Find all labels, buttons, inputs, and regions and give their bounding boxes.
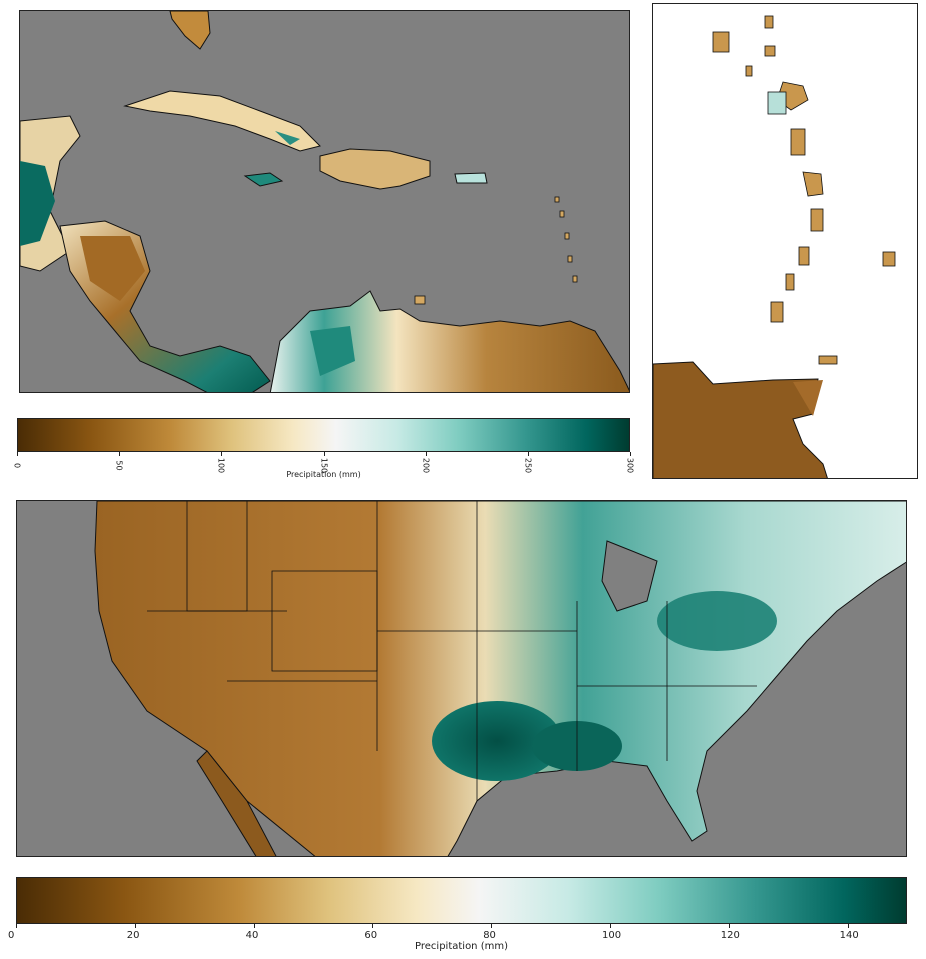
colorbar-caribbean-tick-label: 0 [12, 462, 22, 469]
colorbar-conus-tick-mark [134, 924, 136, 928]
colorbar-conus-tick-label: 0 [8, 930, 15, 941]
colorbar-caribbean-tick-mark [425, 452, 427, 456]
colorbar-conus-tick-mark [610, 924, 611, 928]
colorbar-caribbean-tick-mark [17, 452, 18, 456]
colorbar-caribbean [17, 418, 630, 452]
colorbar-caribbean-tick-mark [119, 452, 121, 456]
conus-landmass [94, 501, 906, 856]
colorbar-conus-tick-label: 100 [602, 930, 622, 941]
colorbar-conus-tick-mark [847, 924, 849, 928]
map-lesser-antilles [652, 3, 918, 479]
colorbar-conus-tick-mark [491, 924, 493, 928]
south-america-landmass [269, 290, 629, 392]
colorbar-caribbean-label: Precipitation (mm) [286, 470, 361, 479]
colorbar-caribbean-tick-mark [527, 452, 529, 456]
great-lakes [601, 540, 658, 612]
colorbar-caribbean-tick-mark [221, 452, 223, 456]
colorbar-caribbean-tick-mark [630, 452, 631, 456]
colorbar-caribbean-tick-mark [323, 452, 325, 456]
jamaica-landmass [243, 172, 284, 187]
colorbar-conus-tick-label: 140 [839, 930, 859, 941]
puerto-rico-landmass [454, 172, 488, 184]
colorbar-conus-tick-mark [253, 924, 255, 928]
colorbar-conus-tick-mark [16, 924, 17, 928]
colorbar-conus [16, 877, 907, 924]
colorbar-conus-tick-label: 40 [245, 930, 259, 941]
baja-landmass [196, 750, 277, 856]
colorbar-conus-tick-label: 120 [720, 930, 740, 941]
venezuela-landmass [653, 361, 828, 478]
colorbar-conus-tick-label: 80 [483, 930, 496, 941]
hispaniola-landmass [319, 148, 431, 190]
map-caribbean [19, 10, 630, 393]
colorbar-conus-tick-label: 20 [126, 930, 140, 941]
colorbar-conus-tick-mark [372, 924, 374, 928]
cuba-landmass [123, 90, 321, 152]
florida-landmass [169, 11, 211, 50]
map-conus [16, 500, 907, 857]
colorbar-conus-tick-mark [728, 924, 730, 928]
colorbar-conus-tick-label: 60 [364, 930, 378, 941]
colorbar-conus-label: Precipitation (mm) [415, 941, 508, 952]
